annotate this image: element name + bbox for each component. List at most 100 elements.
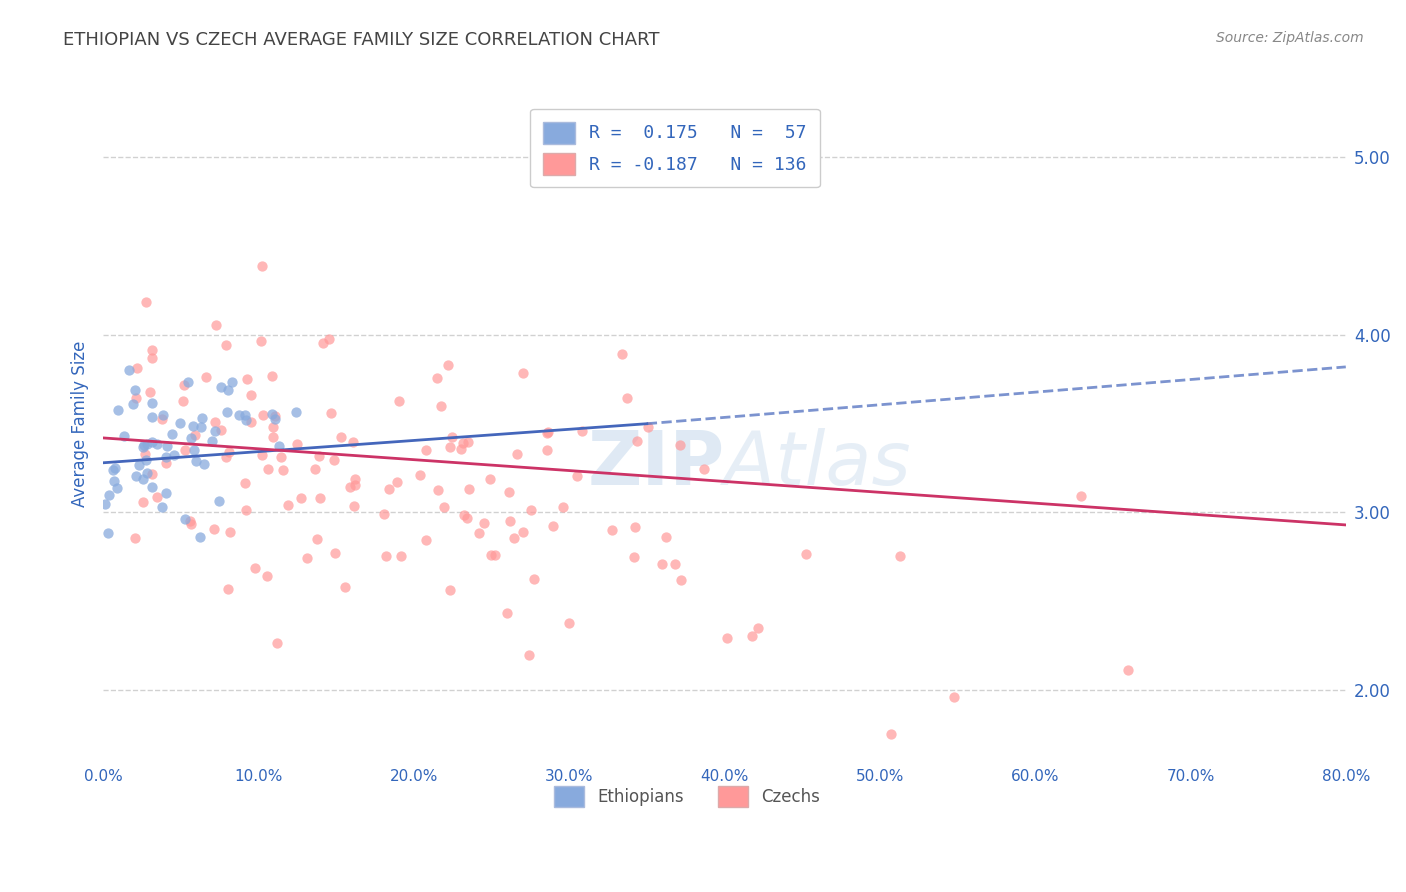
Point bbox=[308, 449, 330, 463]
Point bbox=[305, 532, 328, 546]
Text: Atlas: Atlas bbox=[724, 428, 911, 500]
Point bbox=[271, 463, 294, 477]
Point bbox=[156, 439, 179, 453]
Point bbox=[623, 520, 645, 534]
Point bbox=[256, 568, 278, 582]
Point bbox=[125, 392, 148, 406]
Point bbox=[623, 550, 645, 565]
Point bbox=[193, 457, 215, 471]
Point bbox=[135, 453, 157, 467]
Point bbox=[141, 351, 163, 366]
Point bbox=[94, 497, 117, 511]
Point bbox=[270, 450, 292, 464]
Point bbox=[162, 448, 184, 462]
Point bbox=[104, 461, 127, 475]
Point bbox=[174, 512, 197, 526]
Point bbox=[794, 547, 817, 561]
Point bbox=[252, 448, 274, 462]
Point bbox=[136, 437, 159, 451]
Point bbox=[228, 408, 250, 422]
Point bbox=[616, 391, 638, 405]
Point bbox=[290, 491, 312, 505]
Point bbox=[98, 488, 121, 502]
Point bbox=[155, 450, 177, 464]
Point bbox=[343, 478, 366, 492]
Point bbox=[141, 434, 163, 449]
Point bbox=[325, 546, 347, 560]
Point bbox=[245, 561, 267, 575]
Point bbox=[558, 616, 581, 631]
Point bbox=[235, 503, 257, 517]
Point bbox=[118, 363, 141, 377]
Point bbox=[236, 371, 259, 385]
Point bbox=[468, 525, 491, 540]
Point bbox=[209, 380, 232, 394]
Point bbox=[141, 467, 163, 481]
Point bbox=[295, 551, 318, 566]
Point bbox=[188, 530, 211, 544]
Point bbox=[121, 397, 143, 411]
Point bbox=[329, 430, 352, 444]
Point bbox=[233, 409, 256, 423]
Text: ZIP: ZIP bbox=[588, 427, 724, 500]
Point bbox=[433, 500, 456, 514]
Point bbox=[472, 516, 495, 530]
Point bbox=[190, 420, 212, 434]
Point bbox=[235, 413, 257, 427]
Point bbox=[304, 462, 326, 476]
Point bbox=[651, 557, 673, 571]
Point bbox=[240, 415, 263, 429]
Point bbox=[205, 318, 228, 332]
Point bbox=[669, 573, 692, 587]
Point bbox=[134, 447, 156, 461]
Point bbox=[267, 439, 290, 453]
Point bbox=[194, 370, 217, 384]
Point bbox=[637, 420, 659, 434]
Point bbox=[889, 549, 911, 563]
Point bbox=[502, 531, 524, 545]
Point bbox=[221, 376, 243, 390]
Point bbox=[105, 481, 128, 495]
Text: ETHIOPIAN VS CZECH AVERAGE FAMILY SIZE CORRELATION CHART: ETHIOPIAN VS CZECH AVERAGE FAMILY SIZE C… bbox=[63, 31, 659, 49]
Point bbox=[152, 409, 174, 423]
Point bbox=[218, 582, 240, 596]
Point bbox=[943, 690, 966, 705]
Point bbox=[536, 442, 558, 457]
Point bbox=[626, 434, 648, 449]
Point bbox=[439, 582, 461, 597]
Legend: Ethiopians, Czechs: Ethiopians, Czechs bbox=[548, 780, 827, 814]
Point bbox=[457, 435, 479, 450]
Point bbox=[260, 368, 283, 383]
Point bbox=[215, 450, 238, 465]
Point bbox=[311, 336, 333, 351]
Point bbox=[693, 461, 716, 475]
Point bbox=[132, 440, 155, 454]
Point bbox=[264, 412, 287, 426]
Point bbox=[388, 393, 411, 408]
Point bbox=[664, 557, 686, 571]
Point bbox=[176, 375, 198, 389]
Point bbox=[146, 436, 169, 450]
Point bbox=[451, 436, 474, 450]
Point bbox=[124, 383, 146, 397]
Point bbox=[498, 485, 520, 500]
Point bbox=[160, 426, 183, 441]
Point bbox=[103, 475, 125, 489]
Point bbox=[309, 491, 332, 506]
Point bbox=[218, 445, 240, 459]
Point bbox=[218, 525, 240, 540]
Point bbox=[747, 621, 769, 635]
Point bbox=[571, 424, 593, 438]
Point bbox=[136, 467, 159, 481]
Point bbox=[741, 629, 763, 643]
Point bbox=[262, 420, 284, 434]
Point bbox=[342, 434, 364, 449]
Point bbox=[600, 523, 623, 537]
Point bbox=[378, 483, 401, 497]
Point bbox=[344, 472, 367, 486]
Point bbox=[191, 410, 214, 425]
Point bbox=[567, 469, 589, 483]
Point bbox=[499, 515, 522, 529]
Point bbox=[655, 530, 678, 544]
Point bbox=[141, 409, 163, 424]
